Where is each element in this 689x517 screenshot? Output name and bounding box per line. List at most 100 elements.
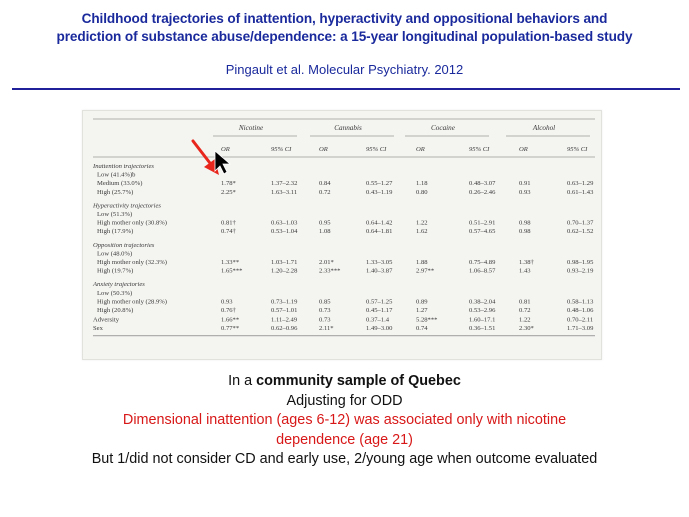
ci-header: 95% CI	[271, 146, 292, 153]
reference-label: Low (51.3%)	[97, 211, 132, 218]
ci-value: 0.45–1.17	[366, 307, 393, 314]
row-label: High (25.7%)	[97, 189, 133, 196]
summary-line-1-bold: community sample of Quebec	[256, 373, 461, 389]
or-value: 0.91	[519, 180, 531, 187]
or-value: 5.28***	[416, 317, 437, 324]
ci-value: 0.48–3.07	[469, 180, 496, 187]
or-value: 1.62	[416, 228, 428, 235]
ci-value: 0.73–1.19	[271, 298, 298, 305]
summary-line-5: But 1/did not consider CD and early use,…	[91, 451, 598, 467]
summary-line-3: Dimensional inattention (ages 6-12) was …	[122, 412, 567, 428]
or-value: 2.33***	[319, 268, 340, 275]
or-value: 1.08	[319, 228, 331, 235]
or-value: 0.77**	[221, 325, 239, 332]
ci-value: 0.55–1.27	[366, 180, 393, 187]
mouse-pointer-icon	[214, 150, 232, 175]
or-value: 1.18	[416, 180, 428, 187]
substance-header: Cannabis	[334, 124, 362, 132]
or-header: OR	[221, 146, 230, 153]
ci-value: 0.63–1.29	[567, 180, 594, 187]
substance-header: Cocaine	[431, 124, 456, 132]
or-value: 1.27	[416, 307, 428, 314]
or-value: 0.73	[319, 317, 331, 324]
citation: Pingault et al. Molecular Psychiatry. 20…	[225, 62, 464, 77]
or-value: 2.97**	[416, 268, 434, 275]
or-value: 2.30*	[519, 325, 534, 332]
or-value: 0.85	[319, 298, 331, 305]
ci-value: 0.61–1.43	[567, 189, 594, 196]
summary-line-2: Adjusting for ODD	[286, 392, 403, 409]
ci-value: 1.33–3.05	[366, 259, 393, 266]
ci-value: 0.62–1.52	[567, 228, 593, 235]
ci-value: 1.49–3.00	[366, 325, 393, 332]
summary-text: In a community sample of Quebec Adjustin…	[0, 372, 689, 470]
ci-value: 0.37–1.4	[366, 317, 390, 324]
or-value: 1.33**	[221, 259, 239, 266]
ci-value: 0.38–2.04	[469, 298, 496, 305]
row-label: High (17.9%)	[97, 228, 133, 235]
substance-header: Nicotine	[238, 124, 264, 132]
ci-value: 0.93–2.19	[567, 268, 594, 275]
reference-label: Low (41.4%)b	[97, 172, 136, 179]
ci-value: 0.36–1.51	[469, 325, 495, 332]
or-header: OR	[319, 146, 328, 153]
or-value: 0.93	[221, 298, 233, 305]
or-value: 1.78*	[221, 180, 236, 187]
or-value: 0.84	[319, 180, 331, 187]
or-value: 2.25*	[221, 189, 236, 196]
or-value: 0.98	[519, 228, 531, 235]
row-label: High (19.7%)	[97, 268, 133, 275]
ci-value: 1.20–2.28	[271, 268, 298, 275]
ci-header: 95% CI	[567, 146, 588, 153]
ci-value: 1.06–8.57	[469, 268, 496, 275]
ci-value: 0.64–1.42	[366, 220, 392, 227]
ci-value: 0.70–1.37	[567, 220, 594, 227]
or-value: 2.01*	[319, 259, 334, 266]
or-value: 0.95	[319, 220, 331, 227]
summary-line-1: In a community sample of Quebec	[0, 372, 689, 392]
row-label: High mother only (28.9%)	[97, 298, 167, 305]
ci-header: 95% CI	[366, 146, 387, 153]
ci-value: 1.37–2.32	[271, 180, 297, 187]
ci-value: 1.60–17.1	[469, 317, 495, 324]
ci-value: 0.53–2.96	[469, 307, 496, 314]
row-label: Adversity	[93, 317, 120, 324]
or-value: 0.81	[519, 298, 531, 305]
row-label: High (20.8%)	[97, 307, 133, 314]
reference-label: Low (50.3%)	[97, 290, 132, 297]
or-value: 2.11*	[319, 325, 334, 332]
or-value: 1.65***	[221, 268, 242, 275]
ci-value: 1.40–3.87	[366, 268, 393, 275]
section-label: Inattention trajectories	[92, 163, 154, 170]
title-divider	[12, 88, 680, 90]
or-value: 0.72	[519, 307, 531, 314]
ci-value: 0.57–1.01	[271, 307, 297, 314]
results-table: Nicotine Cannabis Cocaine Alcohol OR 95% CI OR…	[92, 118, 595, 337]
or-value: 0.93	[519, 189, 531, 196]
slide-title: Childhood trajectories of inattention, h…	[0, 10, 689, 46]
or-value: 0.72	[319, 189, 331, 196]
reference-label: Low (48.0%)	[97, 250, 132, 257]
ci-value: 0.63–1.03	[271, 220, 298, 227]
ci-value: 0.26–2.46	[469, 189, 496, 196]
ci-value: 0.75–4.89	[469, 259, 496, 266]
ci-value: 0.57–1.25	[366, 298, 393, 305]
ci-value: 1.03–1.71	[271, 259, 297, 266]
title-line-1: Childhood trajectories of inattention, h…	[81, 11, 608, 26]
or-value: 1.38†	[519, 259, 535, 266]
row-label: High mother only (32.3%)	[97, 259, 167, 266]
ci-value: 1.71–3.09	[567, 325, 594, 332]
ci-value: 0.58–1.13	[567, 298, 594, 305]
or-value: 0.89	[416, 298, 428, 305]
or-value: 1.43	[519, 268, 531, 275]
or-value: 1.22	[519, 317, 531, 324]
or-header: OR	[416, 146, 425, 153]
ci-value: 0.70–2.11	[567, 317, 593, 324]
substance-header: Alcohol	[532, 124, 555, 132]
or-value: 0.74	[416, 325, 428, 332]
or-value: 1.66**	[221, 317, 239, 324]
ci-value: 0.64–1.81	[366, 228, 392, 235]
ci-value: 1.11–2.49	[271, 317, 298, 324]
row-label: Medium (33.0%)	[97, 180, 142, 187]
ci-value: 1.63–3.11	[271, 189, 297, 196]
